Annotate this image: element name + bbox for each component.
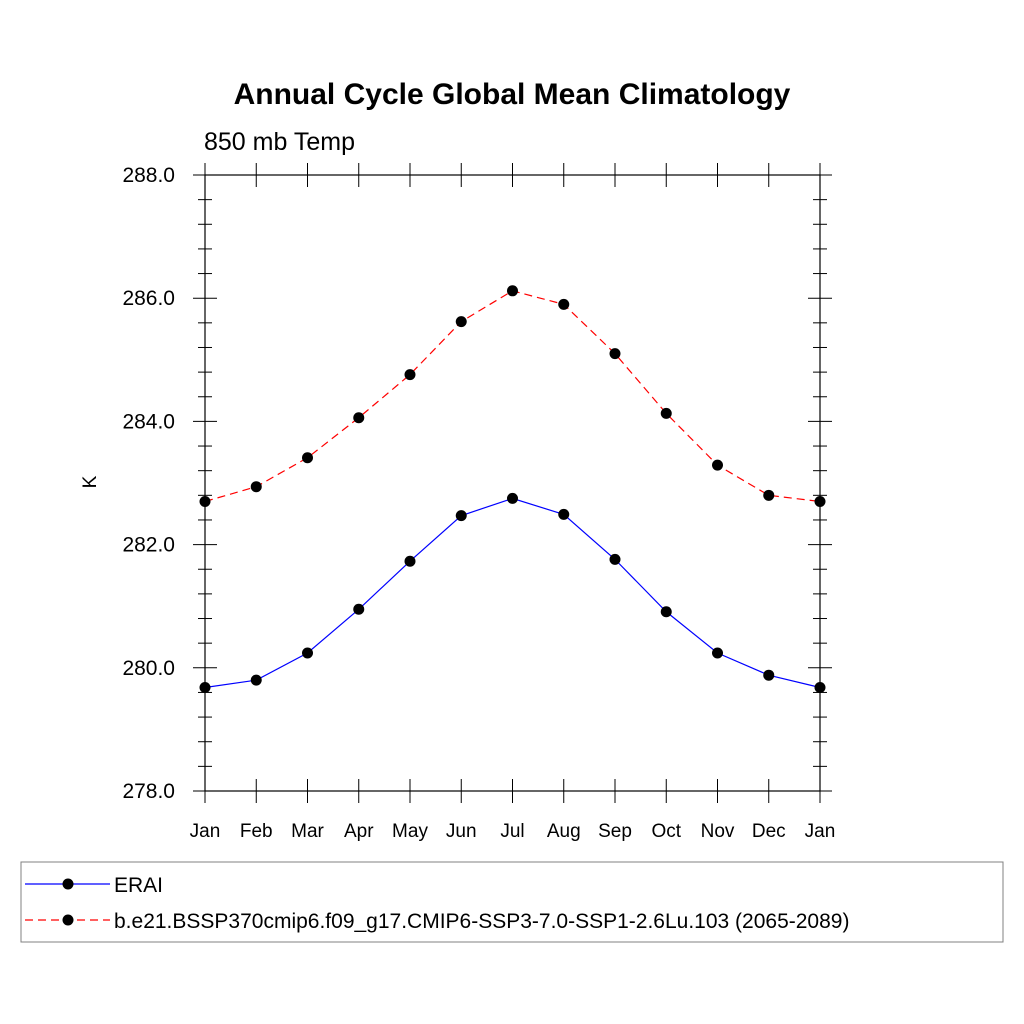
data-point (660, 407, 672, 419)
y-tick-label: 282.0 (122, 534, 175, 557)
x-tick-label: Apr (344, 821, 374, 842)
x-tick-labels: Jan Feb Mar Apr May Jun Jul Aug Sep Oct Nov Dec Jan (190, 821, 836, 842)
data-point (404, 369, 416, 381)
data-point (353, 412, 365, 424)
x-tick-label: Jan (190, 821, 221, 842)
series-line-1 (204, 290, 821, 503)
data-point (660, 606, 672, 618)
chart-title: Annual Cycle Global Mean Climatology (234, 78, 791, 111)
legend-box (20, 861, 1004, 943)
data-point (507, 492, 518, 504)
x-tick-label: Jun (446, 821, 477, 842)
data-point (455, 316, 467, 328)
data-point (302, 647, 313, 659)
legend-label-0: ERAI (114, 874, 163, 897)
legend-marker (62, 878, 74, 890)
data-point (404, 555, 416, 567)
data-point (609, 348, 621, 360)
series-layer (199, 285, 826, 694)
data-point (353, 603, 365, 615)
x-tick-label: Nov (701, 821, 735, 842)
chart-subtitle: 850 mb Temp (204, 128, 355, 156)
plot-frame (204, 174, 821, 792)
y-tick-labels: 278.0 280.0 282.0 284.0 286.0 288.0 (122, 164, 175, 803)
y-tick-label: 284.0 (122, 410, 175, 433)
x-tick-label: Jul (500, 821, 524, 842)
data-point (455, 510, 467, 522)
x-tick-label: Dec (752, 821, 786, 842)
y-axis-label: K (80, 475, 101, 488)
data-point (763, 669, 775, 681)
data-point (507, 285, 518, 297)
data-point (558, 298, 570, 310)
x-tick-label: Jan (805, 821, 836, 842)
legend-label-1: b.e21.BSSP370cmip6.f09_g17.CMIP6-SSP3-7.… (114, 910, 849, 933)
data-point (609, 553, 621, 565)
x-tick-label: May (392, 821, 428, 842)
data-point (712, 647, 723, 659)
x-tick-label: Feb (240, 821, 273, 842)
y-tick-label: 280.0 (122, 657, 175, 680)
legend: ERAI b.e21.BSSP370cmip6.f09_g17.CMIP6-SSP… (20, 861, 1004, 943)
data-point (763, 489, 775, 501)
x-tick-label: Oct (651, 821, 681, 842)
x-tick-label: Aug (547, 821, 581, 842)
series-line-0 (204, 497, 821, 689)
data-point (712, 459, 723, 471)
y-tick-label: 278.0 (122, 780, 175, 803)
axis-ticks (193, 163, 832, 803)
data-point (302, 452, 313, 464)
data-point (558, 508, 570, 520)
data-point (250, 674, 262, 686)
y-tick-label: 288.0 (122, 164, 175, 187)
y-tick-label: 286.0 (122, 287, 175, 310)
data-point (250, 481, 262, 493)
x-tick-label: Mar (291, 821, 324, 842)
legend-marker (62, 914, 74, 926)
x-tick-label: Sep (598, 821, 632, 842)
